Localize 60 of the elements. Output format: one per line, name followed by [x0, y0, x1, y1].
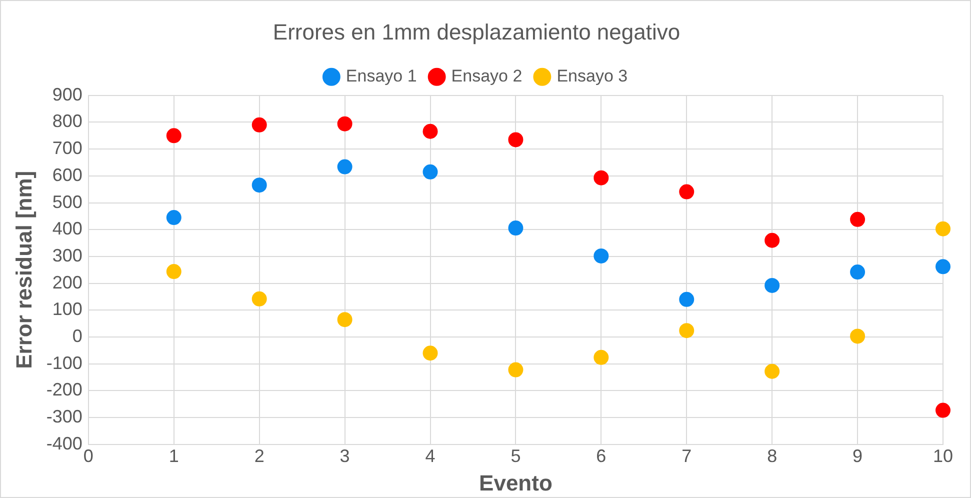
x-tick-label: 8 [767, 446, 778, 466]
x-tick-label: 2 [254, 446, 264, 466]
point [166, 128, 182, 144]
legend-label: Ensayo 3 [556, 66, 628, 86]
y-tick-label: 300 [52, 245, 82, 266]
x-tick-label: 9 [852, 446, 863, 466]
x-axis-title: Evento [479, 470, 552, 496]
point [936, 221, 950, 236]
x-tick-label: 7 [682, 446, 692, 466]
x-tick-label: 3 [340, 446, 350, 466]
x-tick-label: 5 [510, 446, 521, 466]
y-tick-label: -200 [46, 380, 82, 400]
y-tick-label: -300 [46, 406, 82, 427]
point [936, 402, 950, 418]
y-axis-title: Error residual [nm] [11, 170, 36, 369]
point [679, 323, 694, 338]
y-tick-label: 0 [72, 326, 82, 346]
y-tick-label: 200 [52, 272, 82, 292]
point [850, 212, 866, 227]
point [252, 291, 267, 306]
point [337, 116, 352, 132]
point [508, 362, 524, 378]
point [594, 248, 609, 264]
y-tick-label: 600 [52, 164, 82, 185]
point [764, 364, 780, 379]
point [508, 220, 524, 236]
point [422, 124, 438, 139]
y-tick-label: 900 [52, 84, 82, 104]
x-tick-label: 1 [168, 446, 179, 466]
y-tick-label: 100 [52, 299, 82, 320]
point [422, 346, 438, 361]
point [764, 232, 780, 248]
point [337, 312, 352, 328]
chart-title: Errores en 1mm desplazamiento negativo [272, 19, 680, 44]
point [252, 117, 267, 132]
legend-label: Ensayo 2 [451, 66, 522, 86]
point [936, 259, 950, 274]
y-tick-label: 700 [52, 138, 82, 158]
point [850, 328, 866, 344]
point [252, 178, 267, 193]
y-tick-label: 800 [52, 111, 82, 132]
y-tick-label: 500 [52, 192, 82, 212]
y-tick-label: 400 [52, 218, 82, 239]
point [166, 210, 182, 226]
point [679, 292, 694, 307]
x-tick-label: 6 [596, 446, 606, 466]
x-tick-label: 4 [425, 446, 436, 466]
point [337, 159, 352, 174]
point [764, 278, 780, 293]
point [166, 264, 182, 280]
point [422, 164, 438, 180]
y-tick-label: -100 [46, 352, 82, 373]
point [508, 132, 524, 148]
x-tick-label: 10 [932, 446, 954, 466]
point [594, 350, 609, 365]
point [679, 184, 694, 200]
point [850, 264, 866, 280]
legend-label: Ensayo 1 [346, 66, 417, 86]
y-tick-label: -400 [46, 433, 82, 454]
point [594, 170, 609, 186]
